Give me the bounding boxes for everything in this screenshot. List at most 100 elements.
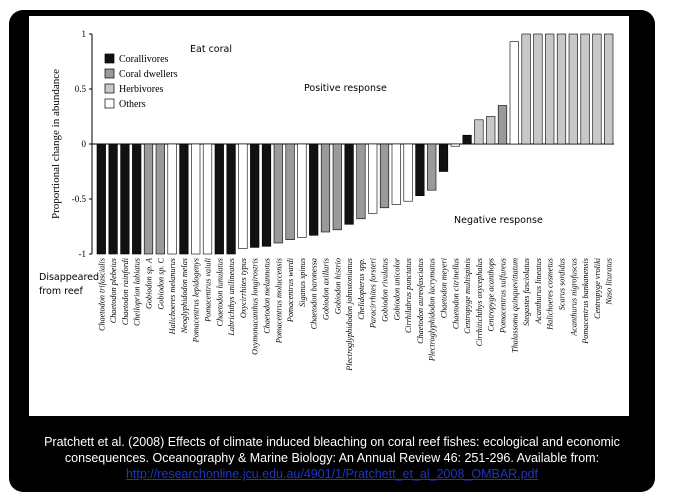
annotation-disappeared: Disappeared <box>39 272 99 283</box>
y-tick-label: -1 <box>79 249 87 259</box>
x-tick-label: Gobiodon sp. A <box>145 257 154 309</box>
bar <box>604 33 614 145</box>
x-tick-label: Cirrhilabrus punctatus <box>404 258 413 333</box>
legend: Corallivores Coral dwellers Herbivores O… <box>104 53 178 110</box>
annotation-negative-response: Negative response <box>454 215 543 226</box>
legend-swatch-corallivores <box>104 53 115 64</box>
bar <box>261 143 272 247</box>
bar <box>167 143 177 255</box>
bar-chart: Proportional change in abundance -1 -0.5 0… <box>29 16 629 416</box>
bar <box>191 143 201 255</box>
bar <box>108 143 118 255</box>
x-tick-label: Chaetodon meyeri <box>440 257 449 318</box>
x-tick-label: Cheiloprion labiatus <box>133 258 142 326</box>
x-tick-label: Pomacentrus lepidogenys <box>192 258 201 343</box>
bar <box>250 143 260 248</box>
x-tick-label: Oxymonacanthus longirostris <box>251 258 260 355</box>
x-tick-label: Plectroglyphidodon johnstonianus <box>345 258 354 372</box>
legend-label-others: Others <box>119 99 146 110</box>
x-tick-label: Chaetodon citrinellus <box>451 258 460 329</box>
bar <box>320 143 331 233</box>
legend-swatch-coral-dwellers <box>104 68 115 79</box>
x-tick-label: Gobiodon rivulatus <box>381 258 390 322</box>
bar <box>568 33 578 145</box>
x-tick-label: Halichoeres melanurus <box>168 258 177 335</box>
source-link[interactable]: http://researchonline.jcu.edu.au/4901/1/… <box>125 467 539 481</box>
x-tick-label: Pomacentrus moluccensis <box>274 258 283 344</box>
figure-caption: Pratchett et al. (2008) Effects of clima… <box>9 434 655 482</box>
x-tick-label: Pomacentrus bankanensis <box>581 258 590 345</box>
bar <box>521 33 531 145</box>
x-tick-label: Neoglyphidodon melas <box>180 258 189 334</box>
x-tick-label: Thalassoma quinquevittatum <box>510 258 519 353</box>
x-tick-label: Pomacentrus sulfureus <box>499 258 508 334</box>
x-tick-label: Gobiodon sp. C <box>156 257 165 309</box>
y-tick-label: -0.5 <box>72 194 87 204</box>
bar <box>497 105 508 145</box>
y-ticks: -1 -0.5 0 0.5 1 <box>72 29 92 259</box>
x-tick-label: Chaetodon baronessa <box>310 258 319 329</box>
bar <box>226 143 236 255</box>
x-tick-label: Scarus sordidus <box>558 258 567 310</box>
bar <box>332 143 342 231</box>
x-tick-label: Pomacentrus vaiuli <box>204 257 213 323</box>
x-tick-label: Halichoeres cosmetus <box>546 258 555 331</box>
x-tick-label: Siganus spinus <box>298 258 307 307</box>
y-axis-label: Proportional change in abundance <box>50 69 62 219</box>
bars <box>96 33 614 255</box>
x-tick-label: Chaetodon aureofasciatus <box>416 258 425 344</box>
bar <box>368 143 378 214</box>
x-tick-label: Chelidopterus spp. <box>357 258 366 320</box>
bar <box>509 41 519 145</box>
x-tick-label: Acanthurus lineatus <box>534 258 543 325</box>
bar <box>391 143 401 205</box>
bar <box>545 33 555 145</box>
x-tick-label: Chaetodon plebeius <box>109 258 118 323</box>
bar <box>592 33 602 145</box>
annotation-from-reef: from reef <box>39 286 84 297</box>
x-tick-label: Chaetodon trifascialis <box>97 258 106 331</box>
bar <box>379 143 390 209</box>
bar <box>297 143 307 238</box>
bar <box>120 143 130 255</box>
x-tick-label: Stegastes fasciolatus <box>522 258 531 326</box>
figure-frame: Proportional change in abundance -1 -0.5 0… <box>9 10 655 492</box>
x-tick-label: Centropyge vroliki <box>593 257 602 319</box>
bar <box>486 116 496 145</box>
x-tick-label: Chaetodon melannotus <box>263 258 272 334</box>
x-tick-label: Chaetodon rainfordi <box>121 257 130 325</box>
x-tick-label: Plectroglyphidodon lacrymatus <box>428 258 437 362</box>
bar <box>214 143 224 255</box>
x-tick-label: Centropyge multispinis <box>463 258 472 334</box>
bar <box>179 143 189 255</box>
bar <box>438 143 449 172</box>
bar <box>344 143 354 225</box>
caption-line-1: Pratchett et al. (2008) Effects of clima… <box>44 435 620 449</box>
x-tick-label: Chaetodon lunulatus <box>215 258 224 326</box>
bar <box>403 143 413 202</box>
bar <box>580 33 590 145</box>
x-tick-label: Pomacentrus wardi <box>286 257 295 323</box>
x-tick-label: Gobiodon unicolor <box>392 257 401 320</box>
bar <box>202 143 213 255</box>
x-tick-label: Oxycirrhites typus <box>239 258 248 318</box>
bar <box>309 143 319 236</box>
x-tick-label: Cirrhitichthys oxycephalus <box>475 258 484 346</box>
bar <box>155 143 165 255</box>
legend-label-corallivores: Corallivores <box>119 54 169 65</box>
bar <box>556 33 567 145</box>
y-tick-label: 1 <box>82 29 87 39</box>
bar <box>132 143 142 255</box>
annotation-eat-coral: Eat coral <box>190 44 232 55</box>
bar <box>238 143 248 249</box>
x-tick-label: Acanthurus nigrofuscus <box>569 258 578 337</box>
legend-label-coral-dwellers: Coral dwellers <box>119 69 178 80</box>
bar <box>533 33 543 145</box>
bar <box>450 143 460 147</box>
bar <box>285 143 295 240</box>
x-tick-label: Gobiodon histrio <box>333 258 342 314</box>
y-tick-label: 0 <box>82 139 87 149</box>
x-tick-label: Labrichthys unilineatus <box>227 258 236 337</box>
caption-line-2: consequences. Oceanography & Marine Biol… <box>64 451 600 465</box>
x-tick-label: Paracirrhites forsteri <box>369 257 378 329</box>
